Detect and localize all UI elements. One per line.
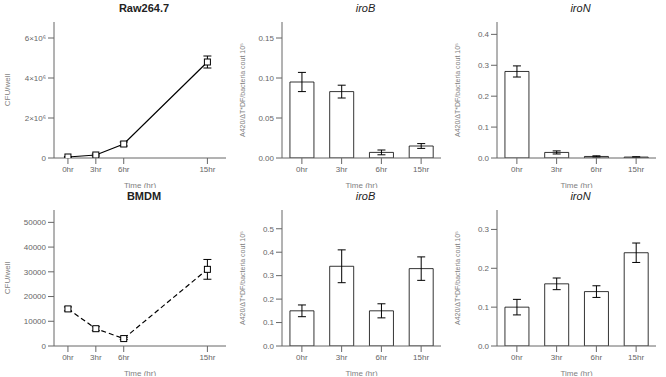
svg-text:0.2: 0.2: [478, 92, 490, 101]
svg-text:0.4: 0.4: [263, 248, 275, 257]
svg-text:2×10⁶: 2×10⁶: [25, 114, 46, 123]
html-text:iroB: iroB: [355, 2, 376, 14]
svg-text:6hr: 6hr: [118, 165, 130, 174]
svg-text:10000: 10000: [24, 317, 47, 326]
svg-text:0.0: 0.0: [263, 342, 275, 351]
svg-text:0.2: 0.2: [478, 264, 490, 273]
svg-text:0.15: 0.15: [258, 34, 274, 43]
svg-text:0.1: 0.1: [478, 123, 490, 132]
svg-text:6hr: 6hr: [376, 165, 388, 174]
svg-text:Time (hr): Time (hr): [124, 369, 156, 376]
svg-text:A420/ΔT*DF/bacteria cout 10⁵: A420/ΔT*DF/bacteria cout 10⁵: [454, 43, 461, 137]
svg-text:0hr: 0hr: [62, 353, 74, 362]
svg-text:0.3: 0.3: [263, 271, 275, 280]
svg-text:15hr: 15hr: [199, 165, 215, 174]
svg-text:15hr: 15hr: [199, 353, 215, 362]
html-text:BMDM: BMDM: [126, 190, 162, 202]
svg-text:Time (hr): Time (hr): [345, 369, 377, 376]
svg-text:0.1: 0.1: [263, 318, 275, 327]
svg-text:0hr: 0hr: [62, 165, 74, 174]
svg-text:0hr: 0hr: [296, 165, 308, 174]
svg-text:15hr: 15hr: [628, 353, 644, 362]
svg-text:0.5: 0.5: [263, 225, 275, 234]
svg-text:Time (hr): Time (hr): [345, 181, 377, 188]
svg-text:3hr: 3hr: [551, 165, 563, 174]
svg-text:30000: 30000: [24, 268, 47, 277]
svg-text:15hr: 15hr: [628, 165, 644, 174]
svg-text:0.10: 0.10: [258, 74, 274, 83]
svg-text:15hr: 15hr: [413, 165, 429, 174]
svg-text:3hr: 3hr: [90, 165, 102, 174]
svg-text:0.0: 0.0: [478, 154, 490, 163]
svg-text:Time (hr): Time (hr): [560, 369, 592, 376]
svg-text:A420/ΔT*DF/bacteria cout 10⁵: A420/ΔT*DF/bacteria cout 10⁵: [239, 43, 246, 137]
svg-text:15hr: 15hr: [413, 353, 429, 362]
svg-text:0.2: 0.2: [263, 295, 275, 304]
svg-text:6hr: 6hr: [376, 353, 388, 362]
svg-text:Time (hr): Time (hr): [124, 181, 156, 188]
svg-text:0: 0: [42, 154, 47, 163]
svg-text:0.00: 0.00: [258, 154, 274, 163]
svg-text:6hr: 6hr: [118, 353, 130, 362]
svg-text:6×10⁶: 6×10⁶: [25, 34, 46, 43]
svg-text:CFU/well: CFU/well: [8, 74, 12, 107]
html-text:iroB: iroB: [355, 190, 376, 202]
svg-text:CFU/well: CFU/well: [8, 262, 12, 295]
svg-text:A420/ΔT*DF/bacteria cout 10⁵: A420/ΔT*DF/bacteria cout 10⁵: [454, 231, 461, 325]
svg-text:40000: 40000: [24, 243, 47, 252]
svg-text:3hr: 3hr: [336, 165, 348, 174]
svg-text:Time (hr): Time (hr): [560, 181, 592, 188]
svg-text:20000: 20000: [24, 292, 47, 301]
svg-text:0.1: 0.1: [478, 303, 490, 312]
svg-text:0hr: 0hr: [296, 353, 308, 362]
svg-text:3hr: 3hr: [90, 353, 102, 362]
html-text:Raw264.7: Raw264.7: [118, 2, 170, 14]
svg-text:0.4: 0.4: [478, 30, 490, 39]
svg-text:0.0: 0.0: [478, 342, 490, 351]
svg-text:0.3: 0.3: [478, 225, 490, 234]
html-text:iroN: iroN: [570, 190, 591, 202]
svg-text:0.05: 0.05: [258, 114, 274, 123]
svg-text:3hr: 3hr: [336, 353, 348, 362]
svg-text:50000: 50000: [24, 218, 47, 227]
html-text:iroN: iroN: [570, 2, 591, 14]
svg-text:0hr: 0hr: [511, 165, 523, 174]
svg-text:6hr: 6hr: [591, 353, 603, 362]
svg-text:A420/ΔT*DF/bacteria cout 10⁵: A420/ΔT*DF/bacteria cout 10⁵: [239, 231, 246, 325]
svg-text:0.3: 0.3: [478, 61, 490, 70]
svg-text:3hr: 3hr: [551, 353, 563, 362]
svg-text:6hr: 6hr: [591, 165, 603, 174]
svg-text:0: 0: [42, 342, 47, 351]
svg-text:0hr: 0hr: [511, 353, 523, 362]
svg-text:4×10⁶: 4×10⁶: [25, 74, 46, 83]
